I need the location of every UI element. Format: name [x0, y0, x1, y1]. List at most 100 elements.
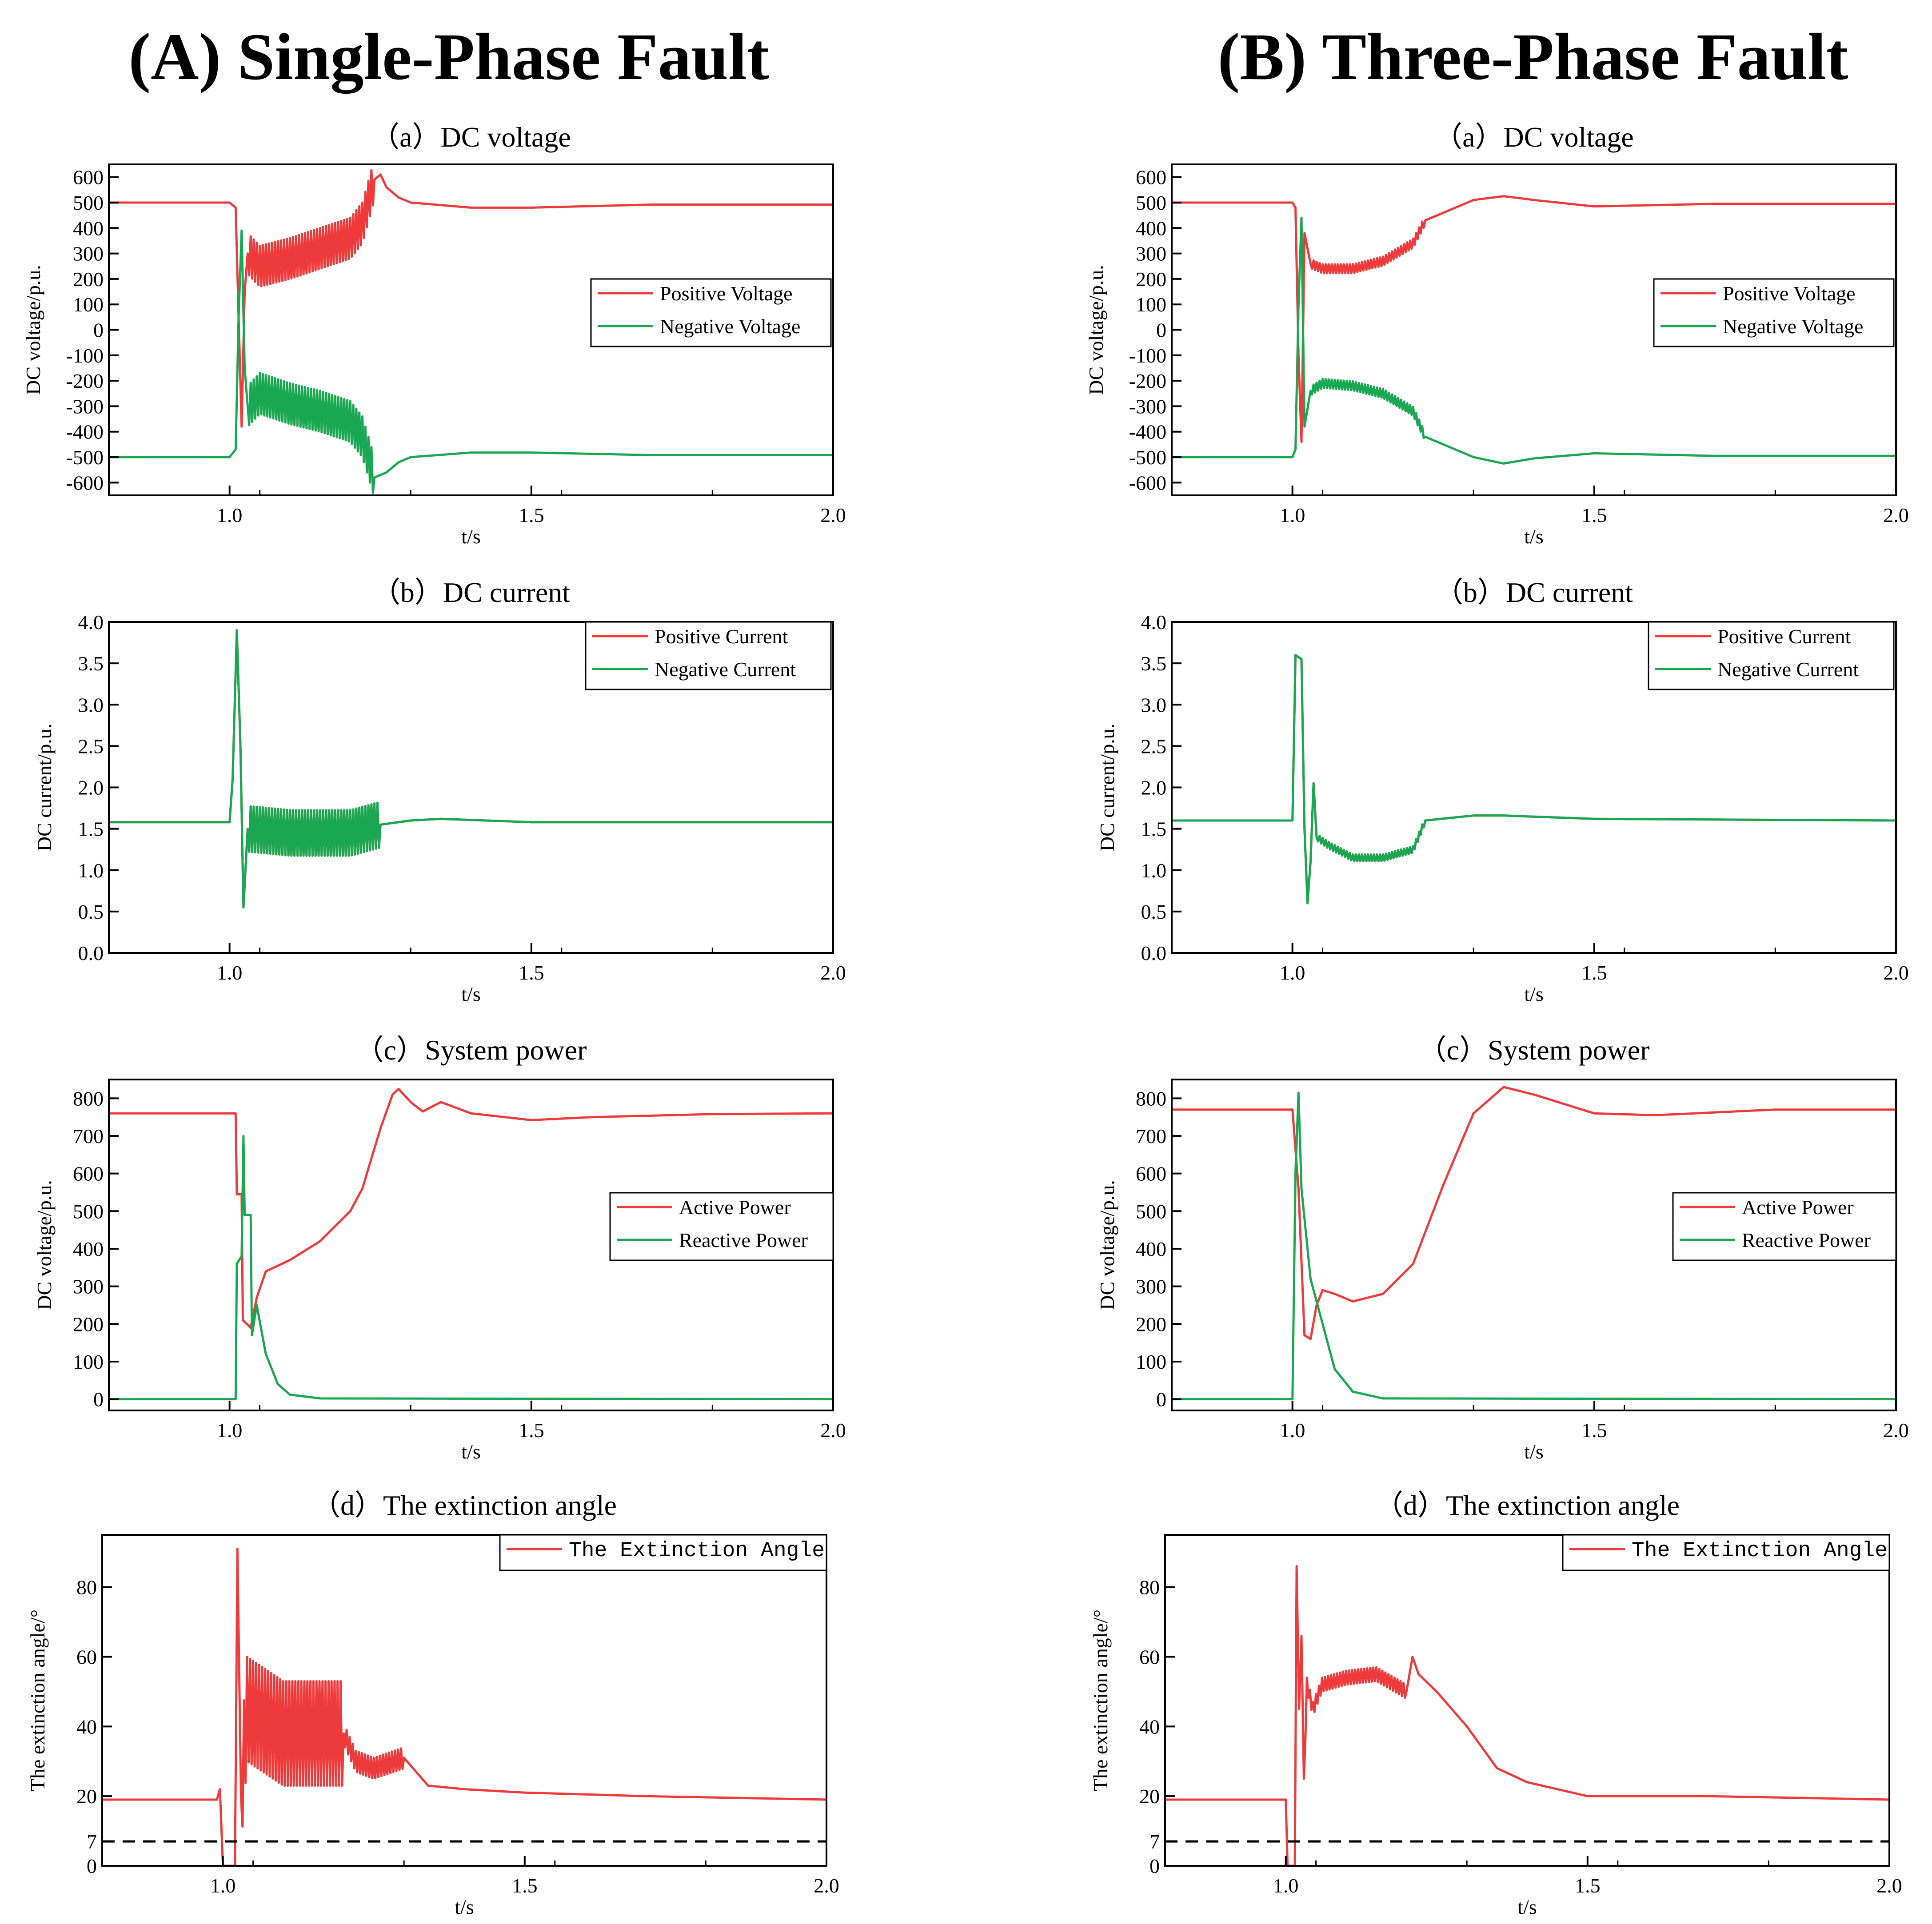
chart-b-c: （c）System power 1.0 1.5 2.0 800 700 600 500 400 3… — [1096, 1034, 1909, 1463]
y-axis-label: The extinction angle/° — [1089, 1609, 1112, 1791]
legend-label: Negative Current — [1717, 658, 1859, 681]
series-line-the-extinction-angle — [102, 1547, 826, 1866]
x-tick-label: 2.0 — [820, 1419, 846, 1442]
y-tick-label: -100 — [1129, 344, 1166, 367]
chart-title: （d）The extinction angle — [312, 1490, 617, 1521]
legend-box — [1562, 1534, 1890, 1571]
y-tick-label: 1.5 — [1141, 818, 1167, 841]
y-tick-label: 0 — [87, 1855, 97, 1877]
series-line-reactive-power — [109, 1135, 833, 1401]
y-tick-label: 600 — [73, 1163, 104, 1185]
x-tick-label: 1.5 — [1581, 1419, 1607, 1442]
y-tick-label: 800 — [1136, 1087, 1166, 1110]
series-line-negative-voltage — [109, 229, 833, 494]
y-tick-label: 200 — [73, 1313, 104, 1335]
x-tick-label: 1.5 — [512, 1874, 538, 1897]
legend: The Extinction Angle — [1562, 1534, 1890, 1571]
y-tick-label: 2.0 — [1141, 777, 1167, 799]
y-tick-label: 20 — [1139, 1785, 1160, 1808]
series-line-active-power — [109, 1087, 833, 1329]
y-tick-label: 1.0 — [1141, 859, 1167, 882]
y-tick-label: 1.5 — [78, 818, 104, 841]
legend-box — [585, 621, 832, 690]
x-tick-label: 1.0 — [210, 1874, 236, 1897]
y-tick-label: 3.0 — [1141, 693, 1167, 716]
legend-label: Positive Current — [1717, 625, 1851, 648]
series-line-positive-current — [1172, 654, 1896, 904]
y-tick-label: 7 — [87, 1830, 97, 1853]
chart-title: （c）System power — [355, 1034, 587, 1066]
y-tick-label: 2.5 — [78, 735, 104, 757]
y-tick-label: 200 — [73, 268, 104, 291]
y-tick-label: -600 — [66, 471, 104, 494]
x-axis-label: t/s — [1524, 525, 1543, 548]
y-tick-label: 100 — [1136, 1350, 1166, 1373]
chart-title: （b）DC current — [372, 577, 570, 608]
legend: Active Power Reactive Power — [609, 1192, 834, 1261]
y-tick-label: 1.0 — [78, 859, 104, 882]
legend-label: Negative Current — [655, 658, 796, 681]
x-tick-label: 1.5 — [519, 1419, 544, 1442]
y-tick-label: 0 — [93, 1388, 104, 1411]
x-tick-label: 2.0 — [820, 961, 846, 984]
y-tick-label: -400 — [1129, 421, 1166, 443]
chart-a-b: （b）DC current 1.0 1.5 2.0 0.0 0.5 1.0 1.5 2.0 2.5… — [33, 577, 846, 1005]
legend-label: Positive Voltage — [1723, 282, 1856, 305]
x-tick-label: 1.0 — [217, 961, 243, 984]
legend-box — [609, 1192, 834, 1261]
legend-box — [499, 1534, 827, 1571]
y-tick-label: 0 — [1150, 1855, 1160, 1877]
y-tick-label: 2.5 — [1141, 735, 1167, 757]
y-tick-label: 0.0 — [78, 942, 104, 964]
y-tick-label: 400 — [1136, 217, 1166, 239]
legend-label: The Extinction Angle — [1632, 1539, 1888, 1563]
x-tick-label: 1.5 — [1581, 961, 1607, 984]
y-axis-label: DC voltage/p.u. — [22, 265, 44, 395]
y-tick-label: 300 — [73, 1275, 104, 1298]
series-line-positive-voltage — [1172, 195, 1896, 443]
x-tick-label: 1.0 — [217, 504, 243, 526]
x-tick-label: 1.5 — [519, 961, 544, 984]
y-tick-label: 200 — [1136, 268, 1166, 291]
y-axis-label: DC voltage/p.u. — [1085, 265, 1107, 395]
series-line-active-power — [1172, 1086, 1896, 1340]
x-tick-label: 1.0 — [1273, 1874, 1299, 1897]
plot-frame — [1164, 1534, 1890, 1867]
y-tick-label: 40 — [1139, 1715, 1160, 1738]
x-tick-label: 2.0 — [1883, 504, 1909, 526]
y-tick-label: -200 — [66, 370, 104, 392]
y-tick-label: 80 — [76, 1576, 97, 1599]
y-tick-label: 0 — [1156, 1388, 1166, 1411]
legend-box — [1648, 621, 1895, 690]
x-axis-label: t/s — [1517, 1896, 1537, 1918]
chart-title: （d）The extinction angle — [1375, 1490, 1680, 1521]
y-axis-label: DC voltage/p.u. — [1096, 1180, 1118, 1310]
y-tick-label: -200 — [1129, 370, 1166, 392]
y-tick-label: 800 — [73, 1087, 104, 1110]
y-tick-label: 600 — [73, 166, 104, 189]
y-tick-label: -500 — [1129, 446, 1166, 469]
header-left: (A) Single-Phase Fault — [128, 20, 769, 94]
y-tick-label: 300 — [73, 243, 104, 265]
y-axis-label: The extinction angle/° — [26, 1609, 49, 1791]
y-tick-label: 400 — [1136, 1238, 1166, 1260]
series-line-negative-current — [1172, 654, 1896, 904]
y-tick-label: 400 — [73, 217, 104, 239]
chart-title: （c）System power — [1418, 1034, 1650, 1066]
series-line-negative-current — [109, 629, 833, 909]
y-tick-label: 0 — [93, 319, 104, 342]
header-right: (B) Three-Phase Fault — [1217, 20, 1848, 94]
y-tick-label: 500 — [1136, 1200, 1166, 1223]
y-tick-label: -600 — [1129, 471, 1166, 494]
y-tick-label: 600 — [1136, 166, 1166, 189]
y-tick-label: 7 — [1150, 1830, 1160, 1853]
chart-title: （b）DC current — [1435, 577, 1633, 608]
y-tick-label: 80 — [1139, 1576, 1160, 1599]
legend-label: Negative Voltage — [1723, 315, 1863, 338]
x-axis-label: t/s — [461, 983, 480, 1005]
y-axis-label: DC current/p.u. — [1096, 724, 1118, 851]
legend: Active Power Reactive Power — [1672, 1192, 1897, 1261]
legend-box — [590, 278, 832, 347]
legend: Positive Voltage Negative Voltage — [590, 278, 832, 347]
